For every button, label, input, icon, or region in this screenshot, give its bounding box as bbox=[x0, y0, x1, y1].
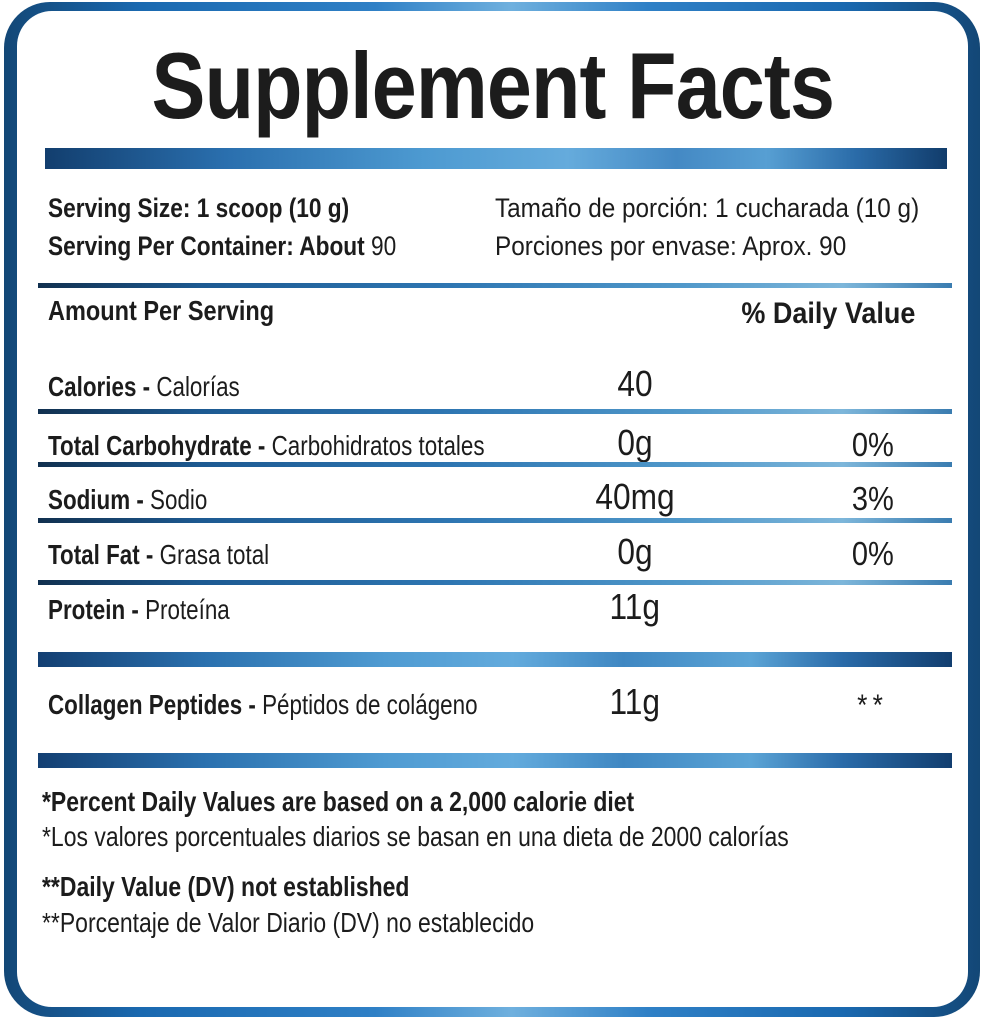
dv-value bbox=[790, 590, 955, 628]
page-title-text: Supplement Facts bbox=[151, 33, 834, 138]
row-collagen-peptides: Collagen Peptides - Péptidos de colágeno… bbox=[0, 681, 985, 727]
label-inner-area bbox=[17, 11, 968, 1007]
serving-size-line-es: Tamaño de porción: 1 cucharada (10 g) bbox=[495, 193, 920, 223]
divider-after-fat bbox=[38, 580, 952, 585]
servings-per-container-line: Serving Per Container: About 90 bbox=[48, 231, 397, 261]
label-border-frame bbox=[4, 2, 980, 1017]
footnote-percent-dv-en: *Percent Daily Values are based on a 2,0… bbox=[42, 786, 635, 817]
dv-value: 3% bbox=[851, 480, 894, 517]
footnote-dv-not-established-en: **Daily Value (DV) not established bbox=[42, 871, 410, 902]
row-sodium: Sodium - Sodio 40mg 3% bbox=[0, 476, 985, 522]
dv-not-established-marker: ** bbox=[856, 689, 889, 722]
daily-value-header: % Daily Value bbox=[740, 297, 915, 330]
row-total-fat: Total Fat - Grasa total 0g 0% bbox=[0, 531, 985, 577]
footnote-percent-dv: *Percent Daily Values are based on a 2,0… bbox=[42, 786, 955, 853]
divider-after-sodium bbox=[38, 518, 952, 523]
amount-value: 0g bbox=[617, 531, 653, 572]
amount-value: 11g bbox=[609, 681, 661, 722]
row-total-carbohydrate: Total Carbohydrate - Carbohidratos total… bbox=[0, 422, 985, 468]
serving-size-line: Serving Size: 1 scoop (10 g) bbox=[48, 193, 350, 223]
dv-value bbox=[790, 367, 955, 405]
page-title: Supplement Facts bbox=[0, 38, 985, 134]
divider-top-of-table bbox=[38, 283, 952, 288]
amount-value: 0g bbox=[617, 422, 653, 463]
dv-value: 0% bbox=[851, 426, 894, 463]
row-calories: Calories - Calorías 40 bbox=[0, 363, 985, 409]
dv-value: 0% bbox=[851, 535, 894, 572]
section-bar-above-footnotes bbox=[38, 753, 952, 768]
title-underline-bar bbox=[45, 148, 947, 169]
divider-after-carbohydrate bbox=[38, 462, 952, 467]
section-bar-above-collagen bbox=[38, 652, 952, 667]
divider-after-calories bbox=[38, 409, 952, 414]
amount-per-serving-header: Amount Per Serving bbox=[48, 295, 275, 326]
serving-info-spanish: Tamaño de porción: 1 cucharada (10 g) Po… bbox=[495, 189, 966, 265]
footnote-percent-dv-es: *Los valores porcentuales diarios se bas… bbox=[42, 821, 789, 852]
servings-per-container-line-es: Porciones por envase: Aprox. 90 bbox=[495, 231, 847, 261]
amount-value: 11g bbox=[609, 586, 661, 627]
footnote-dv-not-established: **Daily Value (DV) not established **Por… bbox=[42, 871, 955, 939]
amount-value: 40mg bbox=[595, 476, 675, 517]
footnote-dv-not-established-es: **Porcentaje de Valor Diario (DV) no est… bbox=[42, 907, 535, 938]
amount-value: 40 bbox=[617, 363, 653, 404]
serving-info-english: Serving Size: 1 scoop (10 g) Serving Per… bbox=[48, 189, 463, 265]
row-protein: Protein - Proteína 11g bbox=[0, 586, 985, 632]
